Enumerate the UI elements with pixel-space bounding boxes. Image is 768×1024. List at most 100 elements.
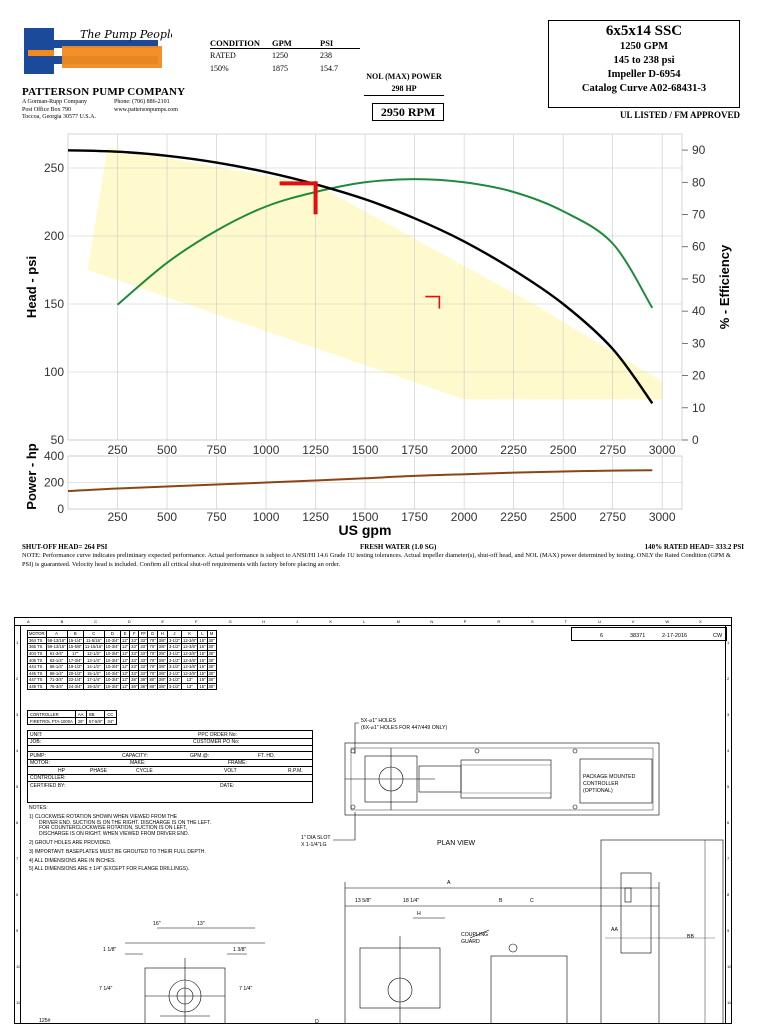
plan-view-label: PLAN VIEW [437,840,476,847]
y2-tick-label: 0 [692,433,699,447]
y2-tick-label: 40 [692,304,706,318]
spec-gpm: 1250 GPM [619,41,669,52]
x-tick-label: 2750 [599,443,626,457]
x-tick-label: 2000 [451,443,478,457]
x-tick-label: 2500 [550,443,577,457]
ul-listed: UL LISTED / FM APPROVED [619,110,740,120]
holes-label-2: (6X-⌀1" HOLES FOR 447/449 ONLY) [361,725,447,731]
performance-note: NOTE: Performance curve indicates prelim… [22,552,731,568]
column-letter: H [262,619,266,624]
controller-label-3: (OPTIONAL) [583,788,613,794]
y-tick-label: 250 [44,161,64,175]
company-block: PATTERSON PUMP COMPANY A Gorman-Rupp Com… [22,86,222,120]
x-tick-label: 1000 [253,443,280,457]
dim-714a-label: 7 1/4" [99,986,113,992]
dim-1358-label: 13 5/8" [355,898,371,904]
x-tick-label-power: 2500 [550,510,577,524]
dim-a-label: A [447,880,451,886]
rev-number: 6 [600,633,604,639]
drawing-row-numbers: 1 2 3 4 5 6 7 8 9 10 11 [15,626,21,1023]
efficiency-axis-label: % - Efficiency [717,244,732,329]
patterson-logo: The Pump People [24,28,172,74]
x-tick-label-power: 1000 [253,510,280,524]
column-letter: T [564,619,568,624]
row-number: 3 [16,712,19,717]
spec-psi: 145 to 238 psi [613,55,675,66]
drawing-number: 38371 [630,633,646,639]
row-number: 9 [727,928,730,933]
motor-plan [460,759,552,799]
x-tick-label: 750 [207,443,227,457]
x-tick-label: 500 [157,443,177,457]
row-number: 7 [727,856,730,861]
motor-table-row: 449 TS 76-3/4" 24-3/4" 19-3/4" 10-3/4" 12" 38"… [27,682,217,691]
x-tick-label-power: 2750 [599,510,626,524]
controller-label-1: PACKAGE MOUNTED [583,774,636,780]
column-letter: G [228,619,232,624]
row-number: 11 [16,1000,21,1005]
row-number: 4 [16,748,19,753]
slot-label-2: X 1-1/4"LG [301,842,327,848]
y2-tick-label: 80 [692,175,706,189]
dim-138-label: 1 3/8" [233,947,247,953]
row-number: 5 [727,784,730,789]
row-number: 10 [727,964,732,969]
dim-118-label: 1 1/8" [103,947,117,953]
x-tick-label-power: 1750 [401,510,428,524]
plan-view-drawing: 5X-⌀1" HOLES (6X-⌀1" HOLES FOR 447/449 O… [39,718,724,1024]
fresh-water: FRESH WATER (1.0 SG) [360,543,437,551]
row-number: 6 [16,820,19,825]
nol-label: NOL (MAX) POWER [366,72,442,81]
x-tick-label: 3000 [649,443,676,457]
y-tick-label-power: 400 [44,449,64,463]
pump-curve-chart: 250 500 750 1000 1250 1500 1750 2000 2250 2500 275… [24,133,732,538]
column-letter: V [631,619,635,624]
shutoff-head: SHUT-OFF HEAD= 264 PSI [22,543,108,551]
power-curve [67,469,653,493]
column-letter: S [531,619,534,624]
x-tick-label-power: 2000 [451,510,478,524]
controller-table: CONTROLLER AA BB CC FIRETROL FTA-1000A 2… [27,710,117,725]
y-tick-label-power: 200 [44,476,64,490]
condition-table: CONDITION GPM PSI RATED 1250 238 150% 18… [210,36,370,75]
y-tick-label: 50 [51,433,65,447]
row-number: 8 [727,892,730,897]
column-letter: U [598,619,602,624]
dim-d-label: D [315,1019,319,1024]
drawing-row-numbers-right: 1 2 3 4 5 6 7 8 9 10 11 [725,626,732,1023]
column-letter: A [27,619,30,624]
flange-label: 125# [39,1018,51,1024]
spec-title: 6x5x14 SSC [605,23,683,39]
x-tick-label-power: 2250 [500,510,527,524]
dim-714b-label: 7 1/4" [239,986,253,992]
y-tick-label: 150 [44,297,64,311]
row-number: 5 [16,784,19,789]
dim-b-label: B [499,898,503,904]
motor-table-row: 404 TS 61-3/4" 17" 12-1/2" 10-3/4" 12" 33" 33" 7… [27,649,217,658]
row-number: 1 [727,640,730,645]
row-number: 9 [16,928,19,933]
spec-box: 6x5x14 SSC 1250 GPM 145 to 238 psi Impel… [548,20,740,108]
x-tick-label-power: 250 [108,510,128,524]
y2-tick-label: 90 [692,143,706,157]
column-letter: B [60,619,64,624]
motor-elevation [490,955,568,1023]
column-letter: M [396,619,400,624]
row-number: 11 [727,1000,732,1005]
x-tick-label-power: 3000 [649,510,676,524]
dim-13-label: 13" [197,921,205,927]
x-tick-label-power: 1500 [352,510,379,524]
rated-140-head: 140% RATED HEAD= 333.2 PSI [644,543,744,551]
y2-tick-label: 70 [692,208,706,222]
motor-dimension-table: MOTOR A B C D E F FF G H J K L M 364 TS 58-13/16" 15-1/4… [27,630,217,691]
x-tick-label: 1500 [352,443,379,457]
row-number: 7 [16,856,19,861]
coupling-label-2: GUARD [461,939,480,945]
revision-block: 6 38371 2-17-2016 CW [571,627,727,641]
x-tick-label-power: 750 [207,510,227,524]
order-form: UNIT: PPC ORDER No: JOB: CUSTOMER PO No: P… [27,730,313,803]
dim-16-label: 16" [153,921,161,927]
nol-power: NOL (MAX) POWER 298 HP [364,72,444,96]
